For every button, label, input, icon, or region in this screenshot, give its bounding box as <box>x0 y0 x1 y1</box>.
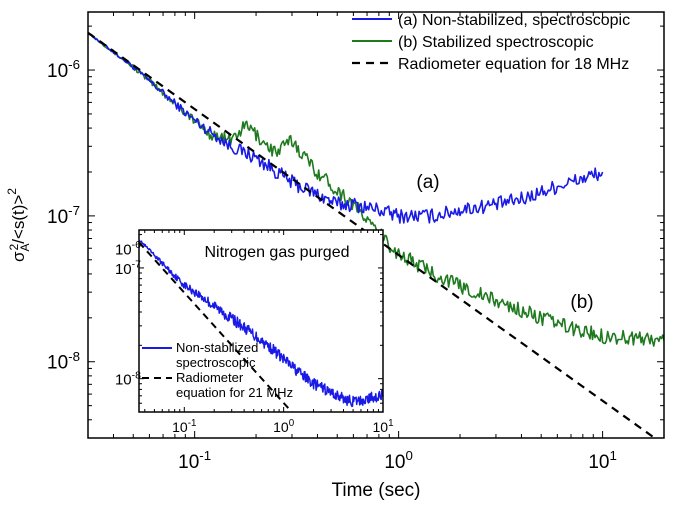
inset-series-line-0 <box>139 239 383 408</box>
inset-legend-label: Radiometer <box>176 370 244 385</box>
inset-legend-label: Non-stabilized <box>176 340 258 355</box>
series-line-1 <box>88 32 664 347</box>
legend: (a) Non-stabilized, spectroscopic (b) Sta… <box>352 12 630 73</box>
annotation-label: (a) <box>416 172 439 193</box>
inset-x-tick-label: 101 <box>372 418 393 435</box>
inset-x-tick-label: 100 <box>273 418 295 435</box>
x-tick-label: 100 <box>384 448 413 473</box>
inset-x-tick-label: 10-1 <box>172 418 196 435</box>
main-frame <box>87 11 665 439</box>
inset-frame <box>138 229 384 413</box>
legend-label: Radiometer equation for 18 MHz <box>398 56 629 73</box>
series-line-0 <box>88 32 604 224</box>
x-axis-label: Time (sec) <box>331 480 420 501</box>
y-tick-label: 10-6 <box>47 57 80 82</box>
inset-plot: 10-1 100 101 10-8 10-710-6 Nitrogen gas purge… <box>115 229 394 435</box>
inset-y-tick-label: 10-6 <box>115 239 141 258</box>
legend-label: (b) Stabilized spectroscopic <box>398 34 594 51</box>
inset-y-tick-label: 10-7 <box>115 259 141 278</box>
y-tick-label: 10-7 <box>47 203 80 228</box>
x-tick-label: 10-1 <box>178 448 211 473</box>
inset-background <box>139 230 383 412</box>
inset-legend: Non-stabilizedspectroscopicRadiometerequ… <box>142 340 293 400</box>
y-tick-label: 10-8 <box>47 349 80 374</box>
inset-legend-label: spectroscopic <box>176 355 256 370</box>
inset-y-tick-label: 10-8 <box>115 369 141 388</box>
inset-data <box>139 239 383 412</box>
inset-series-line-1 <box>139 241 294 412</box>
inset-legend-label: equation for 21 MHz <box>176 385 293 400</box>
inset-title: Nitrogen gas purged <box>205 244 350 261</box>
legend-label: (a) Non-stabilized, spectroscopic <box>398 12 630 29</box>
annotation-label: (b) <box>570 292 593 313</box>
x-tick-label: 101 <box>588 448 617 473</box>
y-axis-label: σA2/<s(t)>2 <box>5 188 32 262</box>
